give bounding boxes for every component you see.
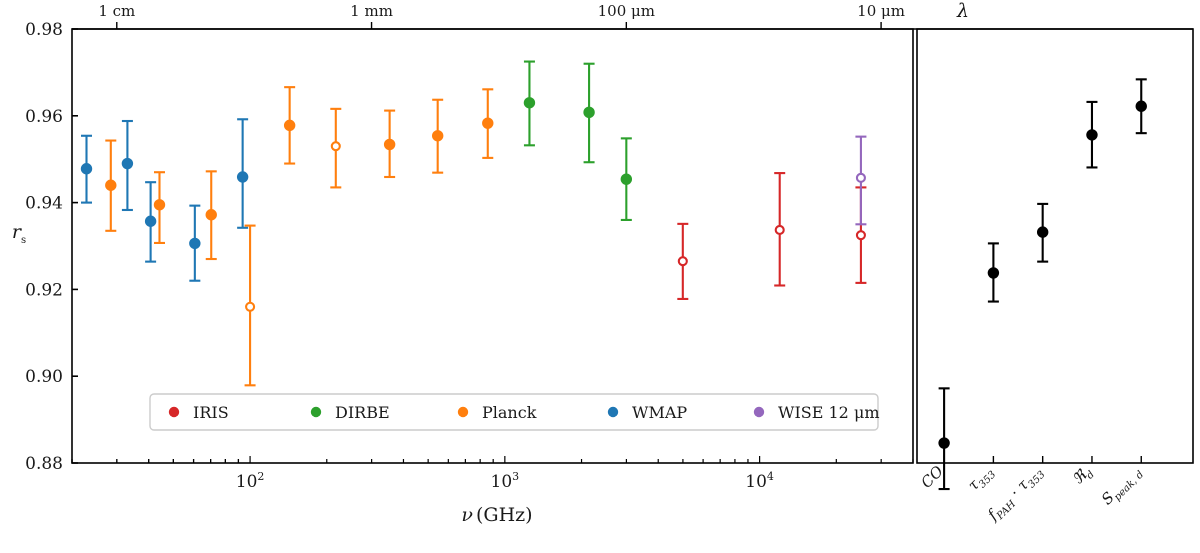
y-tick-label: 0.88 bbox=[25, 454, 63, 474]
data-point-filled bbox=[189, 237, 201, 250]
data-point-filled bbox=[153, 199, 166, 211]
data-point-filled bbox=[431, 130, 444, 142]
series-wmap bbox=[80, 118, 249, 282]
data-marker bbox=[482, 88, 494, 159]
legend-label-iris: IRIS bbox=[193, 403, 229, 422]
right-data-marker bbox=[987, 242, 1000, 303]
y-tick-label: 0.96 bbox=[25, 107, 63, 127]
data-marker bbox=[153, 171, 166, 245]
lambda-tick-label: 1 mm bbox=[350, 2, 393, 20]
right-data-marker bbox=[1086, 100, 1098, 169]
right-axis-label: CO bbox=[917, 462, 947, 492]
plot-layer: 0.88 0.90 0.92 0.94 0.96 0.98 102 103 104 1 cm 1 m… bbox=[25, 2, 1194, 524]
data-point-filled bbox=[80, 163, 93, 175]
data-point-filled bbox=[105, 179, 117, 191]
data-point-filled bbox=[144, 215, 157, 227]
data-point-open bbox=[330, 141, 341, 152]
data-point-filled bbox=[583, 106, 595, 119]
svg-text:λ: λ bbox=[956, 0, 969, 22]
right-data-marker bbox=[1135, 78, 1147, 135]
legend-marker-iris bbox=[168, 406, 180, 418]
legend-marker-dirbe bbox=[310, 406, 322, 418]
right-axis-label: Speak, d bbox=[1098, 462, 1146, 510]
data-marker bbox=[244, 224, 256, 387]
legend-box bbox=[149, 393, 879, 431]
data-point-filled bbox=[1036, 226, 1049, 238]
svg-text:ν(GHz): ν (GHz) bbox=[461, 504, 532, 526]
data-marker bbox=[583, 62, 595, 164]
y-tick-label: 0.92 bbox=[25, 280, 63, 300]
data-marker bbox=[121, 119, 134, 212]
data-point-filled bbox=[987, 267, 1000, 279]
data-point-filled bbox=[383, 138, 396, 151]
data-point-filled bbox=[1086, 129, 1098, 141]
right-data-marker bbox=[938, 387, 950, 491]
right-axis-label: τ353 bbox=[964, 462, 998, 496]
y-tick-label: 0.98 bbox=[25, 20, 63, 40]
y-tick-label: 0.90 bbox=[25, 367, 63, 387]
series-planck bbox=[105, 86, 494, 387]
x-axis-title: ν (GHz) bbox=[461, 504, 532, 526]
data-marker bbox=[144, 181, 157, 263]
data-point-open bbox=[774, 224, 785, 235]
data-point-filled bbox=[283, 119, 296, 132]
x-tick-label: 102 bbox=[236, 470, 265, 492]
data-point-filled bbox=[938, 437, 950, 449]
data-marker bbox=[80, 134, 93, 204]
x-tick-label: 104 bbox=[745, 470, 774, 492]
data-point-filled bbox=[482, 117, 494, 129]
right-data-marker bbox=[1036, 202, 1049, 263]
data-point-open bbox=[677, 256, 688, 267]
right-panel-series bbox=[938, 78, 1147, 491]
legend-marker-planck bbox=[457, 406, 469, 418]
data-marker bbox=[431, 98, 444, 174]
data-point-filled bbox=[205, 209, 217, 221]
lambda-tick-label: 100 μm bbox=[598, 2, 655, 20]
lambda-tick-label: 10 μm bbox=[857, 2, 905, 20]
data-point-filled bbox=[236, 171, 249, 183]
legend-label-wise-12-m: WISE 12 μm bbox=[778, 403, 880, 422]
lambda-tick-label: 1 cm bbox=[98, 2, 135, 20]
legend-label-dirbe: DIRBE bbox=[335, 403, 390, 422]
y-axis-label: rs bbox=[12, 221, 26, 246]
y-tick-label: 0.94 bbox=[25, 194, 63, 214]
series-dirbe bbox=[523, 60, 633, 222]
data-point-filled bbox=[121, 157, 134, 170]
svg-text:rs: rs bbox=[12, 221, 26, 246]
series-iris bbox=[677, 172, 867, 300]
right-panel-frame bbox=[916, 28, 1194, 464]
data-marker bbox=[855, 135, 867, 226]
data-marker bbox=[189, 204, 201, 282]
data-marker bbox=[523, 60, 536, 147]
x-tick-label: 103 bbox=[491, 470, 520, 492]
data-marker bbox=[620, 137, 633, 222]
series-wise-12-m bbox=[855, 135, 867, 226]
data-marker bbox=[677, 222, 689, 300]
data-point-open bbox=[855, 230, 866, 241]
chart-legend: IRIS DIRBE Planck WMAP WISE 12 μm bbox=[149, 393, 880, 431]
lambda-axis-title: λ bbox=[956, 0, 969, 22]
data-marker bbox=[774, 172, 786, 287]
data-marker bbox=[105, 139, 117, 232]
data-marker bbox=[283, 86, 296, 165]
data-marker bbox=[383, 109, 396, 179]
data-point-filled bbox=[620, 173, 633, 185]
legend-label-wmap: WMAP bbox=[632, 403, 687, 422]
data-point-filled bbox=[1135, 100, 1147, 112]
legend-label-planck: Planck bbox=[482, 403, 537, 422]
data-point-open bbox=[855, 172, 866, 183]
data-point-filled bbox=[523, 97, 536, 109]
legend-marker-wmap bbox=[607, 406, 619, 418]
legend-marker-wise-12-m bbox=[753, 406, 765, 418]
data-marker bbox=[236, 118, 249, 229]
data-marker bbox=[205, 170, 217, 261]
data-marker bbox=[330, 107, 342, 189]
right-axis-label: ℜd bbox=[1069, 462, 1097, 490]
data-point-open bbox=[245, 301, 256, 312]
